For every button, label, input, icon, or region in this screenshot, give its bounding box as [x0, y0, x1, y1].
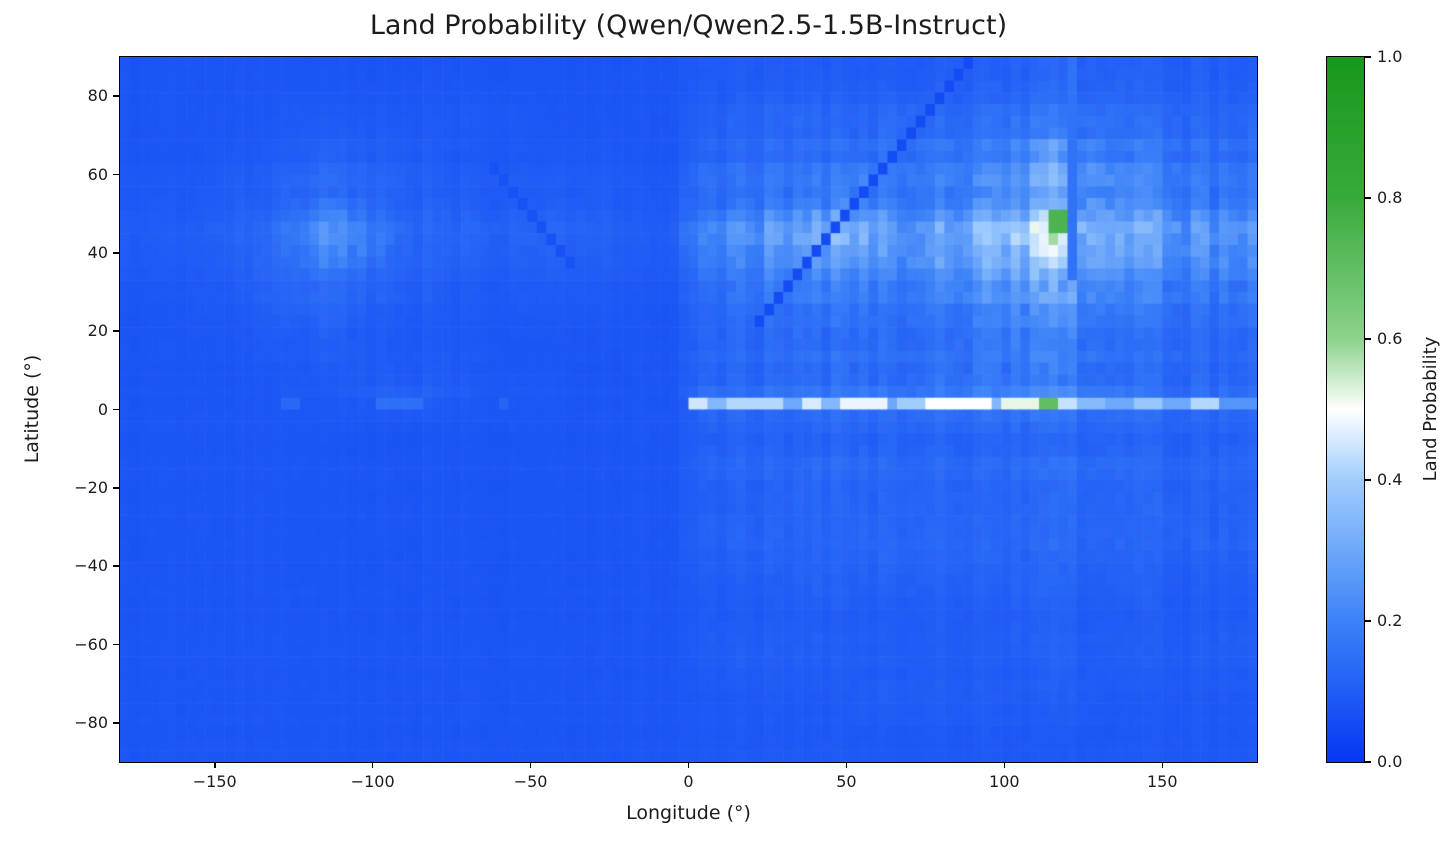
colorbar-tick [1365, 761, 1371, 763]
y-axis-label: Latitude (°) [21, 354, 43, 464]
x-axis-tick-label: 0 [683, 772, 694, 791]
x-axis-tick-label: −50 [513, 772, 548, 791]
y-axis-tick-label: 60 [87, 164, 108, 184]
colorbar-tick-label: 1.0 [1377, 47, 1403, 66]
colorbar-tick [1365, 620, 1371, 622]
heatmap-canvas [120, 57, 1257, 762]
y-axis-tick-label: 20 [87, 321, 108, 341]
colorbar-tick [1365, 338, 1371, 340]
y-axis-tick [113, 330, 119, 332]
colorbar-tick [1365, 197, 1371, 199]
colorbar-tick [1365, 479, 1371, 481]
y-axis-tick-label: −40 [74, 556, 108, 576]
y-axis-tick [113, 252, 119, 254]
colorbar-tick-label: 0.6 [1377, 329, 1403, 348]
colorbar-label: Land Probability [1420, 336, 1441, 482]
x-axis-tick [687, 762, 690, 768]
colorbar-tick [1365, 56, 1371, 58]
y-axis-tick [113, 722, 119, 724]
y-axis-tick-label: −60 [74, 634, 108, 654]
x-axis-tick [214, 762, 216, 768]
x-axis-tick [1161, 762, 1163, 768]
x-axis-tick [1003, 762, 1006, 768]
colorbar-tick-label: 0.4 [1377, 470, 1403, 489]
y-axis-tick [113, 643, 119, 646]
y-axis-tick-label: 80 [87, 86, 108, 106]
x-axis-tick [529, 762, 532, 768]
colorbar-tick-label: 0.0 [1377, 752, 1403, 771]
y-axis-tick [113, 565, 119, 567]
colorbar-tick-label: 0.8 [1377, 188, 1403, 207]
x-axis-tick-label: −100 [350, 772, 395, 791]
x-axis-tick [371, 762, 374, 768]
colorbar-tick-label: 0.2 [1377, 611, 1403, 630]
chart-title: Land Probability (Qwen/Qwen2.5-1.5B-Inst… [369, 10, 1008, 41]
y-axis-tick-label: 40 [87, 242, 108, 262]
y-axis-tick-label: −20 [74, 477, 108, 497]
y-axis-tick [113, 408, 119, 411]
colorbar-gradient [1327, 57, 1364, 762]
y-axis-tick-label: 0 [97, 399, 108, 419]
x-axis-tick-label: 150 [1146, 772, 1178, 791]
y-axis-tick-label: −80 [74, 712, 108, 732]
y-axis-tick [113, 487, 119, 489]
y-axis-tick [113, 95, 119, 97]
x-axis-label: Longitude (°) [626, 802, 751, 824]
x-axis-tick-label: −150 [192, 772, 237, 791]
colorbar [1326, 56, 1365, 763]
x-axis-tick-label: 50 [836, 772, 857, 791]
y-axis-tick [113, 173, 119, 176]
x-axis-tick [845, 762, 848, 768]
x-axis-tick-label: 100 [989, 772, 1020, 791]
